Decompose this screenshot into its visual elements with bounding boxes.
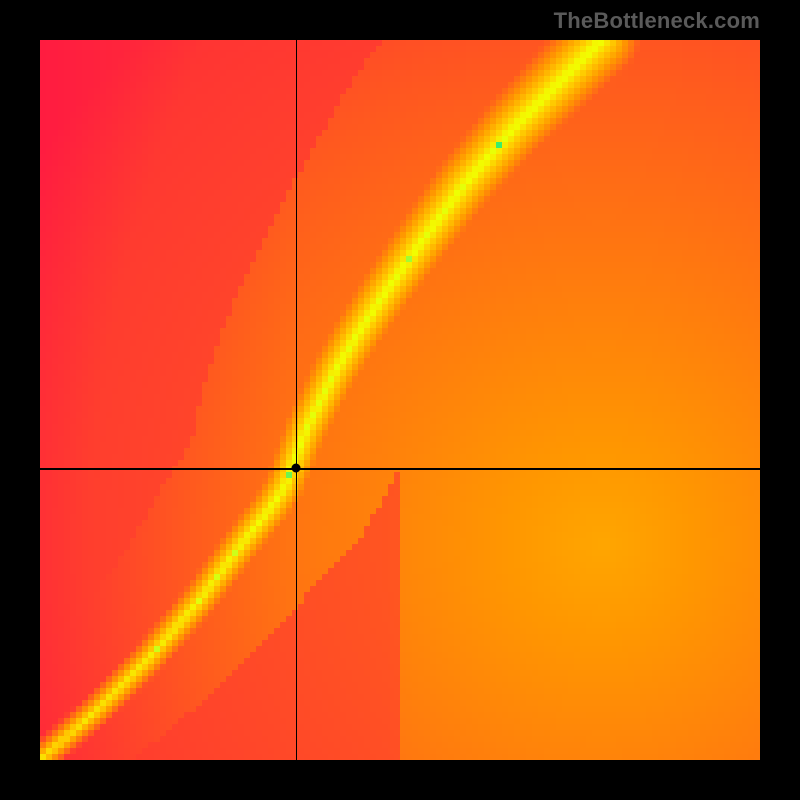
heatmap-plot [40, 40, 760, 760]
heatmap-canvas [40, 40, 760, 760]
chart-frame: TheBottleneck.com [0, 0, 800, 800]
watermark-text: TheBottleneck.com [554, 8, 760, 34]
